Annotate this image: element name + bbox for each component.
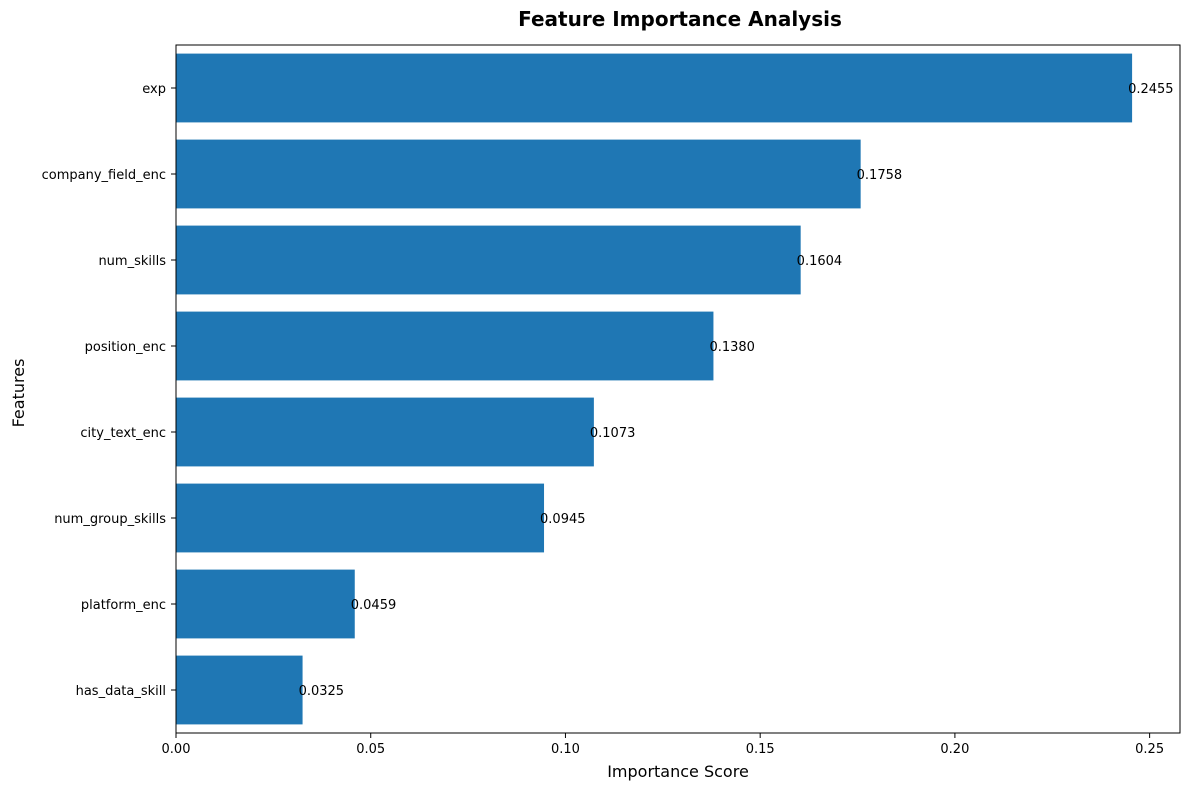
bar-position_enc [176,311,714,381]
bar-value-label: 0.1380 [709,340,755,355]
bar-num_skills [176,225,801,295]
x-tick-label: 0.00 [162,742,191,757]
y-tick-label: has_data_skill [76,684,166,699]
x-tick-label: 0.25 [1135,742,1164,757]
x-axis-label: Importance Score [607,762,749,781]
bar-city_text_enc [176,397,594,467]
bar-value-label: 0.1758 [857,168,903,183]
y-axis-label: Features [9,359,28,428]
x-axis-ticks: 0.00 0.05 0.10 0.15 0.20 0.25 [162,733,1164,757]
bar-labels-group: 0.2455 0.1758 0.1604 0.1380 0.1073 0.0945 0.04… [299,82,1174,699]
x-tick-label: 0.05 [356,742,385,757]
y-tick-label: platform_enc [81,598,166,613]
bar-value-label: 0.0325 [299,684,345,699]
x-tick-label: 0.20 [940,742,969,757]
x-tick-label: 0.10 [551,742,580,757]
bar-exp [176,53,1133,123]
x-tick-label: 0.15 [746,742,775,757]
bar-value-label: 0.0459 [351,598,397,613]
y-tick-label: num_skills [98,254,166,269]
y-tick-label: city_text_enc [80,426,166,441]
bar-company_field_enc [176,139,861,209]
y-tick-label: position_enc [85,340,166,355]
bar-value-label: 0.2455 [1128,82,1174,97]
y-tick-label: exp [142,82,166,97]
plot-frame [175,44,1181,734]
y-axis-ticks: exp company_field_enc num_skills position_e… [42,82,176,699]
bar-num_group_skills [176,483,545,553]
bar-platform_enc [176,569,355,639]
bar-value-label: 0.1073 [590,426,636,441]
bar-has_data_skill [176,655,303,725]
bar-value-label: 0.0945 [540,512,586,527]
y-tick-label: company_field_enc [42,168,166,183]
bars-group [176,53,1133,725]
bar-value-label: 0.1604 [797,254,843,269]
chart-title: Feature Importance Analysis [518,7,842,31]
y-tick-label: num_group_skills [54,512,166,527]
